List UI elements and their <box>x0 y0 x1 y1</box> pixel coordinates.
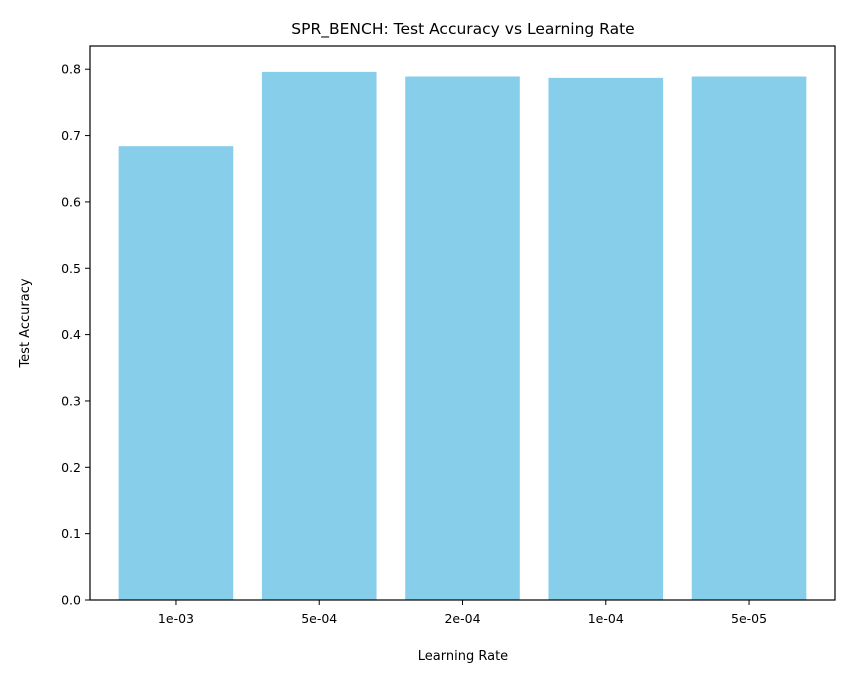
plot-frame <box>89 45 836 601</box>
y-axis-ticks: 0.0 0.1 0.2 0.3 0.4 0.5 0.6 0.7 0.8 <box>61 62 90 608</box>
bar-1e-03 <box>118 146 234 600</box>
y-tick-label: 0.6 <box>61 194 81 209</box>
y-tick-label: 0.0 <box>61 593 81 608</box>
bar-2e-04 <box>405 76 520 600</box>
x-tick-label: 1e-03 <box>158 611 194 626</box>
y-tick-label: 0.5 <box>61 261 81 276</box>
x-axis-label: Learning Rate <box>418 649 508 664</box>
y-axis-label: Test Accuracy <box>18 278 33 368</box>
y-tick-label: 0.1 <box>61 526 81 541</box>
x-axis-ticks: 1e-03 5e-04 2e-04 1e-04 5e-05 <box>158 600 767 626</box>
y-tick-label: 0.3 <box>61 393 81 408</box>
x-tick-label: 2e-04 <box>444 611 480 626</box>
y-tick-label: 0.4 <box>61 327 81 342</box>
x-tick-label: 5e-05 <box>731 611 767 626</box>
y-tick-label: 0.2 <box>61 460 81 475</box>
bar-5e-05 <box>691 76 807 600</box>
x-tick-label: 5e-04 <box>301 611 337 626</box>
bar-1e-04 <box>548 77 664 601</box>
bar-5e-04 <box>261 71 377 601</box>
y-tick-label: 0.8 <box>61 62 81 77</box>
bars-group <box>118 71 807 601</box>
x-tick-label: 1e-04 <box>588 611 624 626</box>
y-tick-label: 0.7 <box>61 128 81 143</box>
chart-title: SPR_BENCH: Test Accuracy vs Learning Rat… <box>291 20 634 39</box>
